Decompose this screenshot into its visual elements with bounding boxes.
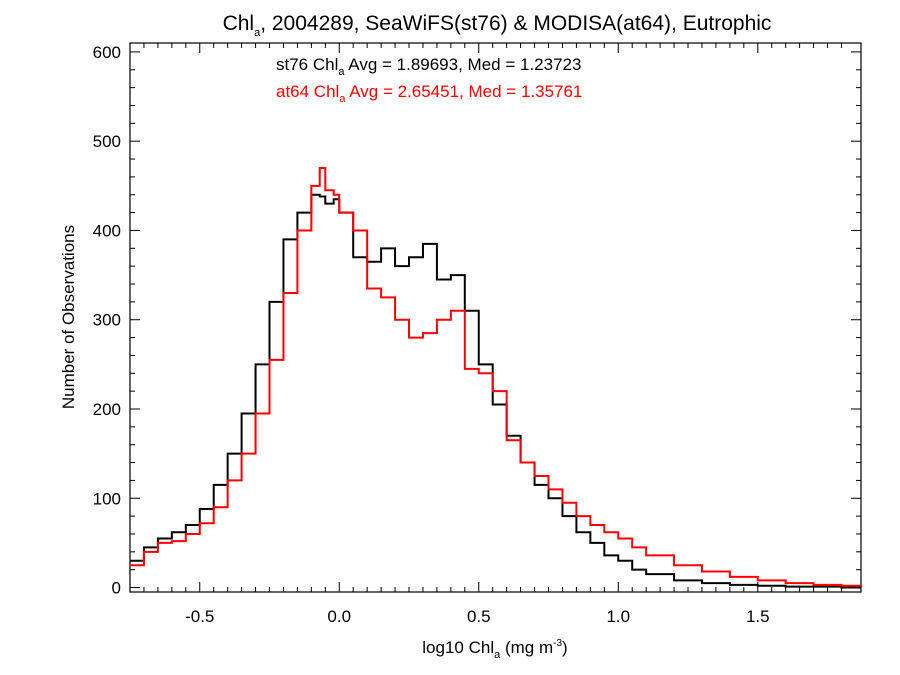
x-axis-title-close: ): [562, 638, 568, 657]
y-tick-label: 0: [112, 579, 121, 598]
chart-title-suffix: , 2004289, SeaWiFS(st76) & MODISA(at64),…: [260, 12, 771, 35]
x-axis-title-units: (mg m: [500, 638, 553, 657]
y-tick-label: 200: [93, 400, 121, 419]
x-axis-title-superscript: -3: [553, 638, 562, 649]
chart-title-prefix: Chl: [223, 12, 255, 35]
y-axis-title: Number of Observations: [59, 225, 78, 409]
y-tick-label: 400: [93, 221, 121, 240]
x-axis-title-subscript: a: [494, 649, 501, 661]
x-tick-label: 0.0: [327, 607, 351, 626]
x-axis-title-prefix: log10 Chl: [422, 638, 494, 657]
y-tick-label: 100: [93, 489, 121, 508]
x-axis-title: log10 Chla (mg m-3): [422, 638, 567, 661]
x-axis-title-group: log10 Chla (mg m-3): [422, 638, 567, 661]
chart-title-group: Chla, 2004289, SeaWiFS(st76) & MODISA(at…: [223, 12, 772, 39]
y-tick-label: 300: [93, 311, 121, 330]
annotation-st76: st76 Chla Avg = 1.89693, Med = 1.23723: [276, 55, 581, 78]
chart-title: Chla, 2004289, SeaWiFS(st76) & MODISA(at…: [223, 12, 772, 39]
series-layer: [130, 166, 862, 589]
series-at64-line: [130, 166, 862, 587]
annotation-at64-suffix: Avg = 2.65451, Med = 1.35761: [345, 82, 582, 101]
y-axis-title-group: Number of Observations: [59, 225, 78, 409]
x-tick-label: 1.5: [746, 607, 770, 626]
annotation-st76-subscript: a: [338, 66, 345, 78]
x-tick-label: 0.5: [467, 607, 491, 626]
annotations: st76 Chla Avg = 1.89693, Med = 1.23723 a…: [276, 55, 582, 105]
annotation-st76-prefix: st76 Chl: [276, 55, 338, 74]
x-axis-ticks: -0.5 0.0 0.5 1.0 1.5: [143, 43, 842, 626]
x-tick-label: -0.5: [185, 607, 214, 626]
annotation-at64-subscript: a: [339, 93, 346, 105]
y-axis-ticks: 0 100 200 300 400 500 600: [93, 43, 861, 598]
plot-frame: [129, 42, 862, 593]
y-tick-label: 600: [93, 43, 121, 62]
annotation-at64-prefix: at64 Chl: [276, 82, 339, 101]
plot-area: [129, 42, 862, 593]
x-tick-label: 1.0: [606, 607, 630, 626]
chart-title-subscript: a: [254, 27, 261, 39]
series-st76-line: [130, 193, 861, 589]
annotation-at64: at64 Chla Avg = 2.65451, Med = 1.35761: [276, 82, 582, 105]
y-tick-label: 500: [93, 132, 121, 151]
annotation-st76-suffix: Avg = 1.89693, Med = 1.23723: [345, 55, 582, 74]
